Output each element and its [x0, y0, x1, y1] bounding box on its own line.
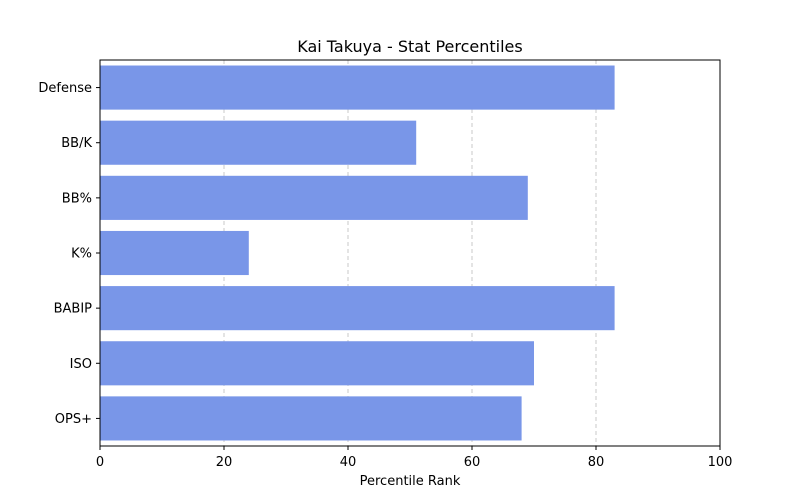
bars-group: [100, 65, 615, 441]
bar-bb-k: [100, 120, 417, 165]
bar-defense: [100, 65, 615, 110]
x-tick-label: 0: [96, 455, 104, 470]
y-axis-ticks: Defense BB/K BB% K% BABIP ISO OPS+: [38, 81, 100, 427]
y-tick-label: BB%: [62, 191, 92, 206]
x-tick-label: 20: [216, 455, 233, 470]
x-tick-label: 60: [464, 455, 481, 470]
x-axis-ticks: 0 20 40 60 80 100: [96, 446, 733, 470]
x-tick-label: 80: [588, 455, 605, 470]
bar-ops-: [100, 396, 522, 441]
y-tick-label: BABIP: [54, 302, 93, 317]
x-tick-label: 100: [708, 455, 733, 470]
x-axis-label: Percentile Rank: [360, 474, 461, 489]
chart-title: Kai Takuya - Stat Percentiles: [297, 37, 522, 56]
grid-lines: [223, 60, 597, 446]
x-tick-label: 40: [340, 455, 357, 470]
y-tick-label: OPS+: [55, 412, 92, 427]
bar-bb-: [100, 175, 528, 220]
y-tick-label: BB/K: [61, 136, 92, 151]
y-tick-label: ISO: [70, 357, 92, 372]
y-tick-label: Defense: [38, 81, 92, 96]
bar-iso: [100, 341, 534, 386]
y-tick-label: K%: [71, 247, 92, 262]
bar-babip: [100, 286, 615, 331]
bar-k-: [100, 230, 249, 276]
